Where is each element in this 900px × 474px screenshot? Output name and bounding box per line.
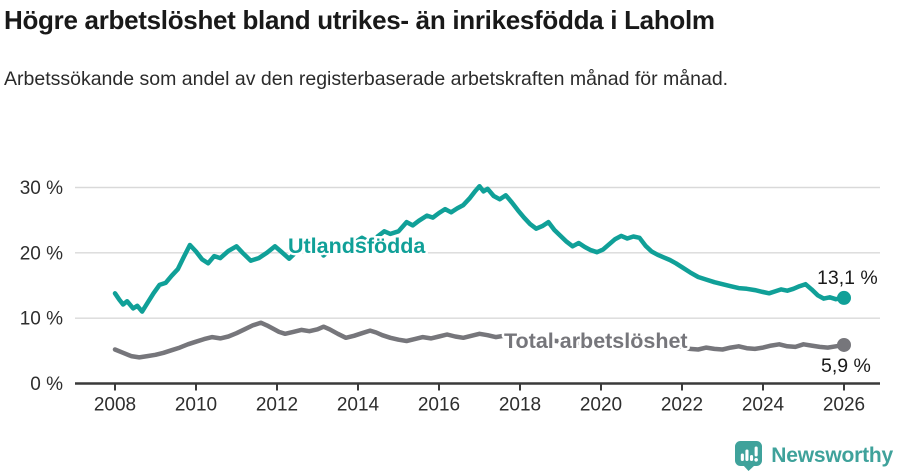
- series-end-dot: [837, 290, 851, 305]
- x-tick-label: 2020: [580, 395, 622, 416]
- y-tick-label: 0 %: [30, 374, 63, 395]
- y-tick-label: 30 %: [20, 178, 63, 199]
- series-label: Utlandsfödda: [288, 234, 426, 258]
- x-tick-label: 2026: [823, 395, 865, 416]
- y-tick-label: 20 %: [20, 243, 63, 264]
- x-tick-label: 2010: [175, 395, 217, 416]
- x-tick-label: 2018: [499, 395, 541, 416]
- x-tick-label: 2024: [742, 395, 785, 416]
- chart-title: Högre arbetslöshet bland utrikes- än inr…: [4, 5, 715, 35]
- x-tick-label: 2008: [94, 395, 136, 416]
- chart-subtitle: Arbetssökande som andel av den registerb…: [4, 68, 729, 90]
- series-end-value-label: 13,1 %: [817, 267, 878, 289]
- series-end-value-label: 5,9 %: [821, 355, 871, 377]
- y-tick-label: 10 %: [20, 309, 63, 330]
- series-line: [112, 183, 847, 314]
- series-end-dot: [837, 337, 851, 352]
- series-label: Total arbetslöshet: [504, 329, 688, 353]
- series-line: [112, 320, 847, 360]
- newsworthy-logo-icon: [735, 441, 763, 471]
- brand-name: Newsworthy: [771, 443, 893, 467]
- x-tick-label: 2014: [337, 395, 380, 416]
- x-tick-label: 2022: [661, 395, 703, 416]
- x-tick-label: 2016: [418, 395, 460, 416]
- newsworthy-branding: Newsworthy: [734, 440, 893, 471]
- x-tick-label: 2012: [256, 395, 298, 416]
